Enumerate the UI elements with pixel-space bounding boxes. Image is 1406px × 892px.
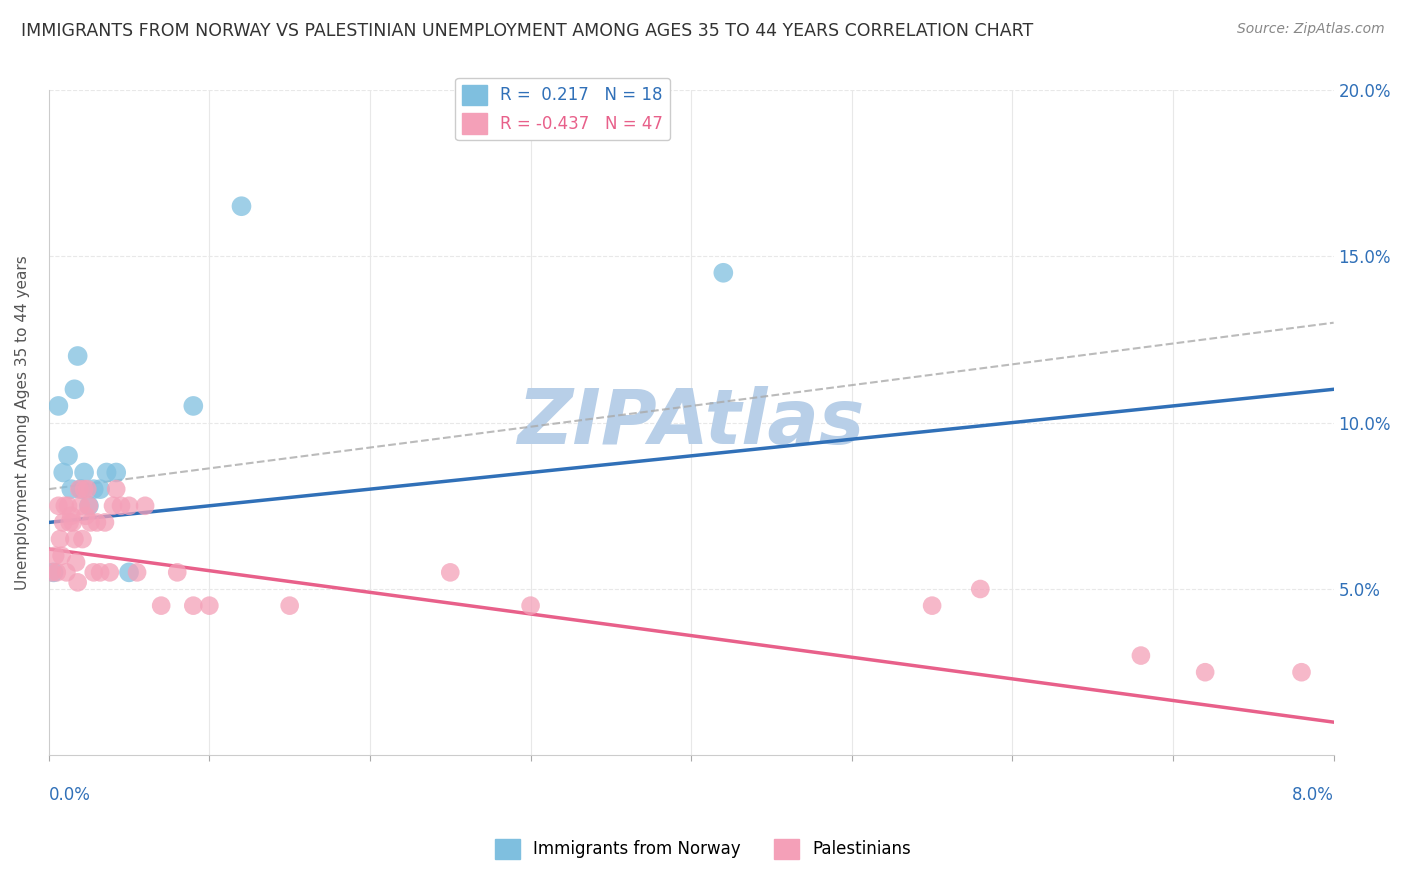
Point [79, 516, 101, 530]
Point [75, 508, 97, 523]
Point [921, 599, 943, 613]
Point [1129, 648, 1152, 663]
Legend: R =  0.217   N = 18, R = -0.437   N = 47: R = 0.217 N = 18, R = -0.437 N = 47 [456, 78, 671, 140]
Point [278, 599, 301, 613]
Point [105, 466, 128, 480]
Text: 8.0%: 8.0% [1292, 787, 1334, 805]
Text: Source: ZipAtlas.com: Source: ZipAtlas.com [1237, 22, 1385, 37]
Point [66, 349, 89, 363]
Point [83, 482, 105, 496]
Text: 0.0%: 0.0% [49, 787, 90, 805]
Point [67, 482, 90, 496]
Point [969, 582, 991, 596]
Point [94, 516, 117, 530]
Point [51, 549, 73, 563]
Point [76, 482, 98, 496]
Text: IMMIGRANTS FROM NORWAY VS PALESTINIAN UNEMPLOYMENT AMONG AGES 35 TO 44 YEARS COR: IMMIGRANTS FROM NORWAY VS PALESTINIAN UN… [21, 22, 1033, 40]
Point [73, 482, 96, 496]
Point [62, 516, 84, 530]
Point [63, 532, 86, 546]
Point [48, 399, 70, 413]
Point [65, 555, 87, 569]
Point [83, 566, 105, 580]
Point [101, 499, 124, 513]
Point [56, 449, 79, 463]
Point [73, 466, 96, 480]
Point [48, 499, 70, 513]
Point [150, 599, 173, 613]
Point [56, 499, 79, 513]
Point [59, 516, 82, 530]
Point [711, 266, 734, 280]
Point [63, 382, 86, 396]
Point [181, 399, 204, 413]
Text: ZIPAtlas: ZIPAtlas [517, 385, 865, 459]
Legend: Immigrants from Norway, Palestinians: Immigrants from Norway, Palestinians [488, 832, 918, 866]
Point [1291, 665, 1313, 680]
Point [49, 532, 72, 546]
Point [60, 508, 83, 523]
Point [96, 466, 118, 480]
Point [231, 199, 253, 213]
Point [127, 566, 149, 580]
Point [98, 566, 121, 580]
Point [439, 566, 461, 580]
Point [70, 499, 93, 513]
Point [166, 566, 188, 580]
Point [1194, 665, 1216, 680]
Point [52, 466, 75, 480]
Point [519, 599, 541, 613]
Point [70, 482, 93, 496]
Point [41, 566, 63, 580]
Point [77, 499, 100, 513]
Point [44, 549, 66, 563]
Point [89, 566, 111, 580]
Point [42, 566, 65, 580]
Point [52, 516, 75, 530]
Y-axis label: Unemployment Among Ages 35 to 44 years: Unemployment Among Ages 35 to 44 years [15, 255, 30, 590]
Point [60, 482, 83, 496]
Point [118, 566, 141, 580]
Point [134, 499, 156, 513]
Point [53, 499, 76, 513]
Point [198, 599, 221, 613]
Point [72, 532, 94, 546]
Point [45, 566, 67, 580]
Point [118, 499, 141, 513]
Point [181, 599, 204, 613]
Point [89, 482, 111, 496]
Point [86, 516, 108, 530]
Point [55, 566, 77, 580]
Point [77, 499, 100, 513]
Point [66, 575, 89, 590]
Point [110, 499, 132, 513]
Point [105, 482, 128, 496]
